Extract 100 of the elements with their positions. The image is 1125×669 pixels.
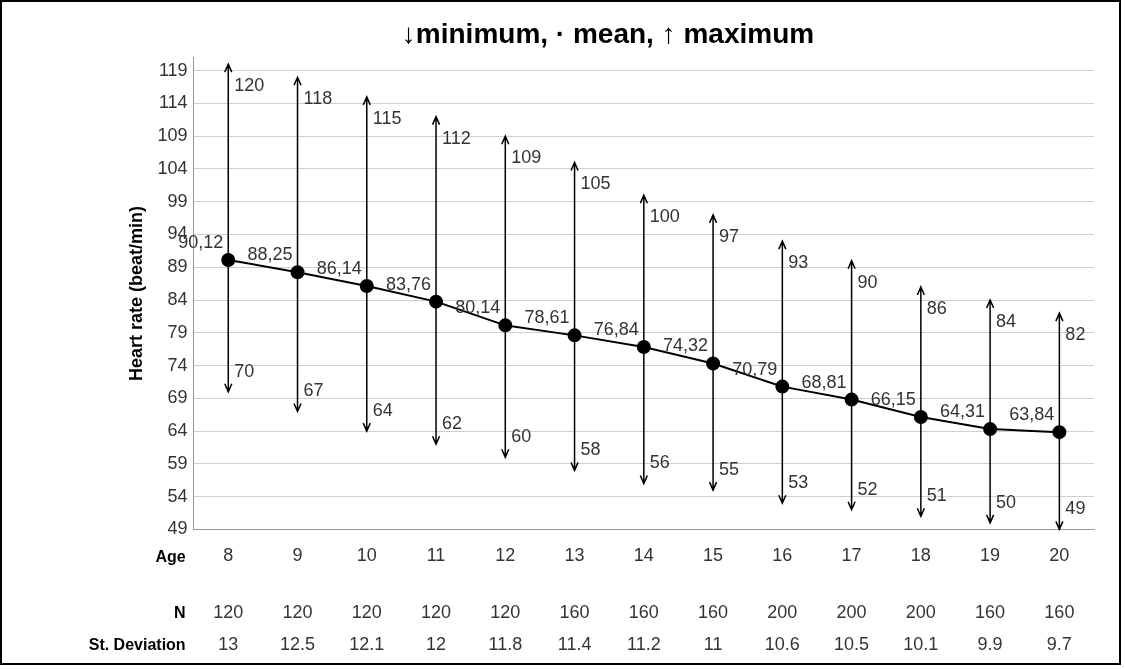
annotation: 97 <box>719 225 740 246</box>
text: 160 <box>975 602 1006 623</box>
text: 11.8 <box>488 634 523 655</box>
y-tick-label: 109 <box>157 125 188 146</box>
y-tick-label: 119 <box>158 59 188 80</box>
y-tick-label: 99 <box>167 190 188 211</box>
data-label: 63,84 <box>1009 404 1055 425</box>
point <box>498 318 513 333</box>
text: 11 <box>703 634 723 655</box>
text: 11.4 <box>557 634 592 655</box>
annotation: 120 <box>234 75 265 96</box>
x-tick-label: 19 <box>980 545 1001 566</box>
y-tick-label: 89 <box>167 256 188 277</box>
text: 160 <box>628 602 659 623</box>
text: 12 <box>426 634 447 655</box>
x-tick-label: 15 <box>703 545 724 566</box>
x-tick-label: 12 <box>495 545 516 566</box>
data-label: 86,14 <box>316 258 362 278</box>
annotation: 62 <box>442 413 463 434</box>
y-tick-label: 54 <box>167 485 188 506</box>
text: 200 <box>767 602 798 623</box>
text: 200 <box>836 602 867 623</box>
y-tick-label: 84 <box>167 289 188 310</box>
text: 120 <box>213 602 244 623</box>
y-axis-title: Heart rate (beat/min) <box>125 205 146 382</box>
annotation: 49 <box>1065 498 1086 519</box>
x-tick-label: 16 <box>772 545 793 566</box>
x-tick-label: 9 <box>292 545 303 566</box>
annotation: 50 <box>996 491 1017 512</box>
annotation: 55 <box>719 459 740 480</box>
text: 120 <box>421 602 452 623</box>
x-tick-label: 17 <box>841 545 862 566</box>
data-label: 76,84 <box>593 318 639 339</box>
x-tick-label: 8 <box>223 545 234 566</box>
point <box>706 356 721 371</box>
x-tick-label: 14 <box>633 545 654 566</box>
x-tick-label: 10 <box>356 545 377 566</box>
y-tick-label: 49 <box>167 518 188 539</box>
text: 120 <box>490 602 521 623</box>
text: N <box>174 603 186 621</box>
y-tick-label: 59 <box>167 452 188 473</box>
text: 9.7 <box>1046 634 1072 655</box>
annotation: 56 <box>649 452 670 473</box>
annotation: 82 <box>1065 324 1086 345</box>
data-label: 64,31 <box>940 401 986 422</box>
text: 10.1 <box>903 634 939 655</box>
point <box>775 379 790 394</box>
point <box>567 328 582 343</box>
point <box>1052 425 1067 440</box>
y-tick-label: 79 <box>167 321 188 342</box>
annotation: 90 <box>857 271 878 292</box>
annotation: 118 <box>303 88 333 109</box>
data-label: 70,79 <box>732 358 778 379</box>
y-tick-label: 74 <box>167 354 188 375</box>
point <box>636 339 651 354</box>
point <box>221 252 236 267</box>
annotation: 100 <box>649 206 680 227</box>
data-label: 88,25 <box>247 244 293 265</box>
annotation: 109 <box>511 147 542 168</box>
text: 160 <box>1044 602 1075 623</box>
annotation: 58 <box>580 439 601 460</box>
text: 120 <box>351 602 382 623</box>
data-label: 74,32 <box>663 335 709 356</box>
x-tick-label: 11 <box>426 545 446 566</box>
point <box>844 392 859 407</box>
x-tick-label: 13 <box>564 545 585 566</box>
annotation: 112 <box>442 127 471 148</box>
data-label: 78,61 <box>524 307 570 328</box>
text: 12.1 <box>349 634 385 655</box>
text: St. Deviation <box>88 635 186 653</box>
x-axis-title: Age <box>155 547 186 565</box>
text: 10.6 <box>764 634 800 655</box>
annotation: 105 <box>580 173 611 194</box>
y-tick-label: 64 <box>167 420 188 441</box>
point <box>429 294 444 309</box>
text: 9.9 <box>977 634 1003 655</box>
data-label: 80,14 <box>455 297 501 318</box>
annotation: 84 <box>996 311 1017 332</box>
annotation: 52 <box>857 478 878 499</box>
text: 11.2 <box>626 634 661 655</box>
data-label: 83,76 <box>385 273 432 294</box>
data-label: 66,15 <box>870 388 916 409</box>
text: 13 <box>218 634 239 655</box>
point <box>290 265 305 280</box>
annotation: 70 <box>234 360 255 381</box>
text: 200 <box>905 602 936 623</box>
point <box>359 279 374 294</box>
text: 12.5 <box>280 634 316 655</box>
text: 10.5 <box>834 634 870 655</box>
x-tick-label: 20 <box>1049 545 1070 566</box>
annotation: 93 <box>788 252 809 273</box>
annotation: 51 <box>926 485 947 506</box>
annotation: 67 <box>303 380 324 401</box>
x-tick-label: 18 <box>910 545 931 566</box>
text: 160 <box>698 602 729 623</box>
annotation: 86 <box>926 297 947 318</box>
y-tick-label: 104 <box>157 157 188 178</box>
text: 160 <box>559 602 590 623</box>
y-tick-label: 114 <box>158 92 188 113</box>
chart-title: ↓minimum, · mean, ↑ maximum <box>401 17 815 49</box>
